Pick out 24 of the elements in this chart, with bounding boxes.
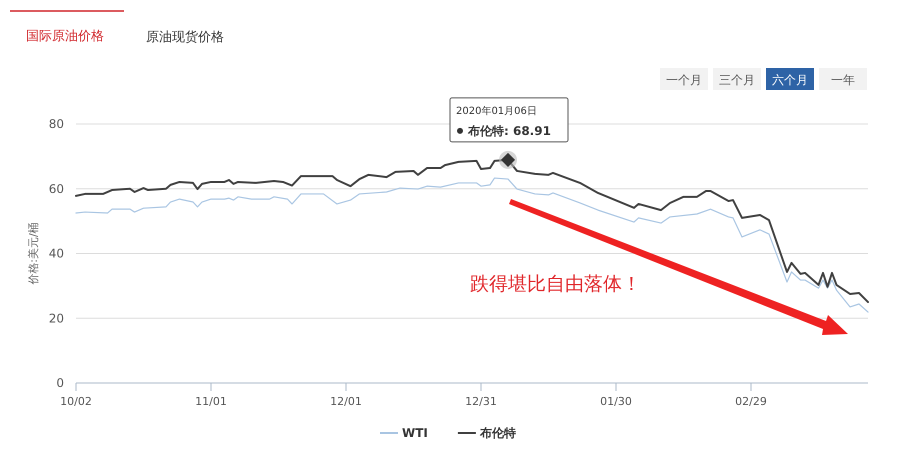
legend-label: 布伦特 (478, 426, 516, 440)
y-axis-title: 价格:美元/桶 (27, 222, 40, 286)
y-tick-label: 60 (48, 182, 64, 196)
text: 六个月 (772, 73, 808, 87)
x-tick-label: 02/29 (735, 395, 767, 408)
text: 国际原油价格 (26, 29, 104, 44)
legend-label: WTI (402, 426, 428, 440)
x-tick-label: 01/30 (600, 395, 632, 408)
x-tick-label: 12/31 (465, 395, 497, 408)
line-series (75, 177, 869, 313)
text: 2020年01月06日 (456, 104, 537, 117)
y-tick-label: 20 (48, 311, 64, 326)
x-tick-label: 10/02 (60, 395, 92, 408)
annotation: 跌得堪比自由落体！ (470, 273, 641, 295)
x-tick-label: 12/01 (330, 395, 362, 408)
text: 一年 (831, 73, 855, 87)
x-tick-label: 11/01 (195, 395, 227, 408)
text: 原油现货价格 (146, 30, 224, 45)
text: 三个月 (719, 73, 755, 87)
y-tick-label: 40 (48, 246, 64, 260)
y-tick-label: 0 (56, 376, 64, 390)
y-tick-label: 80 (48, 117, 64, 131)
annotation: 布伦特: 68.91 (467, 124, 551, 138)
text: 一个月 (666, 73, 702, 87)
